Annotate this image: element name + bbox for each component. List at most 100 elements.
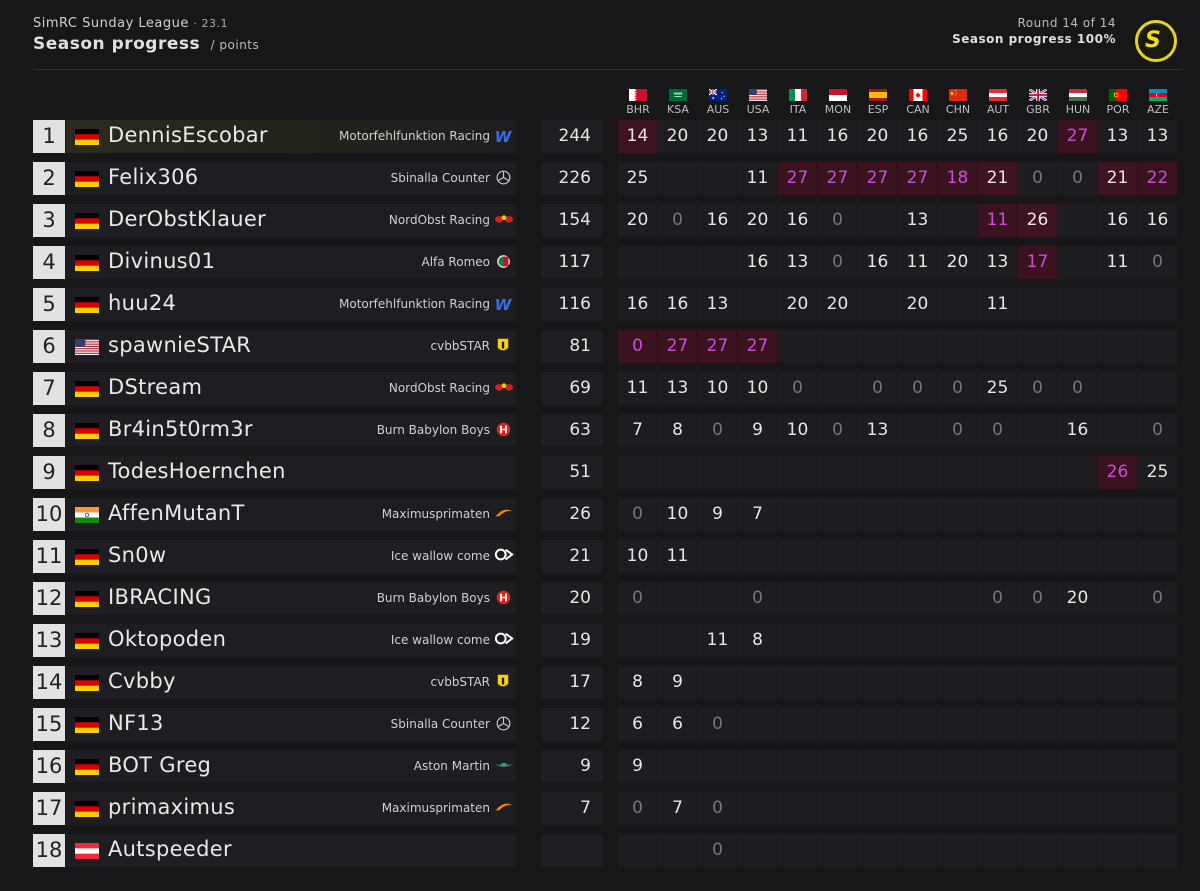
driver-name[interactable]: DennisEscobar	[108, 123, 268, 147]
driver-name[interactable]: TodesHoernchen	[108, 459, 286, 483]
table-row[interactable]: 18 Autspeeder 0	[0, 832, 1200, 870]
team-mclaren-icon	[494, 800, 513, 818]
race-points-cell: 11	[738, 162, 777, 195]
driver-name[interactable]: huu24	[108, 291, 177, 315]
race-points-cell	[898, 750, 937, 783]
team-mercedes-icon	[494, 716, 512, 734]
flag-ita-icon	[789, 86, 807, 101]
table-row[interactable]: 3 DerObstKlauer NordObst Racing 154 20 0 16 20 1…	[0, 202, 1200, 240]
total-points: 81	[569, 336, 591, 356]
race-points-cell	[898, 414, 937, 447]
race-points-cell: 9	[738, 414, 777, 447]
driver-name[interactable]: DerObstKlauer	[108, 207, 266, 231]
race-points-cell	[898, 456, 937, 489]
race-points-cell: 22	[1138, 162, 1177, 195]
total-points: 51	[569, 462, 591, 482]
table-row[interactable]: 7 DStream NordObst Racing 69 11 13 10 10 0 0 0 0 25 0…	[0, 370, 1200, 408]
race-points-cell	[1138, 666, 1177, 699]
driver-name[interactable]: DStream	[108, 375, 203, 399]
position-badge: 5	[33, 288, 65, 321]
flag-ind-icon	[75, 507, 99, 523]
race-points-cell	[938, 582, 977, 615]
table-row[interactable]: 1 DennisEscobar Motorfehlfunktion Racing W 2…	[0, 118, 1200, 156]
race-points-cell	[1018, 750, 1057, 783]
race-points-cell: 16	[698, 204, 737, 237]
flag-ger-icon	[75, 759, 99, 775]
team-name: Ice wallow come	[390, 633, 490, 647]
race-points-cell	[858, 540, 897, 573]
race-points-cell: 0	[1138, 582, 1177, 615]
race-points-cell: 20	[898, 288, 937, 321]
table-row[interactable]: 5 huu24 Motorfehlfunktion Racing W 116 16 16 13…	[0, 286, 1200, 324]
table-row[interactable]: 13 Oktopoden Ice wallow come 19 11 8	[0, 622, 1200, 660]
table-row[interactable]: 10 AffenMutanT Maximusprimaten 26 0 10 9 7	[0, 496, 1200, 534]
driver-name[interactable]: AffenMutanT	[108, 501, 245, 525]
row-background	[66, 708, 516, 741]
race-points-cell	[1098, 708, 1137, 741]
race-points-cell: 20	[618, 204, 657, 237]
race-points-cell	[1138, 834, 1177, 867]
team-name: NordObst Racing	[388, 213, 490, 227]
driver-name[interactable]: IBRACING	[108, 585, 212, 609]
race-points-cell: 0	[938, 372, 977, 405]
race-points-cell: 16	[818, 120, 857, 153]
flag-aut-icon	[989, 86, 1007, 101]
table-row[interactable]: 16 BOT Greg Aston Martin 9 9	[0, 748, 1200, 786]
table-row[interactable]: 15 NF13 Sbinalla Counter 12 6 6 0	[0, 706, 1200, 744]
team-williams-icon: W	[494, 296, 512, 314]
race-code: CHN	[945, 103, 971, 116]
race-points-cell: 13	[1098, 120, 1137, 153]
race-points-cell: 27	[658, 330, 697, 363]
driver-name[interactable]: primaximus	[108, 795, 236, 819]
driver-name[interactable]: Felix306	[108, 165, 199, 189]
row-background	[66, 330, 516, 363]
table-row[interactable]: 9 TodesHoernchen 51 26 25	[0, 454, 1200, 492]
race-header-mon: MON	[818, 86, 858, 116]
driver-name[interactable]: Cvbby	[108, 669, 176, 693]
race-points-cell: 26	[1098, 456, 1137, 489]
driver-name[interactable]: Autspeeder	[108, 837, 232, 861]
race-header-por: POR	[1098, 86, 1138, 116]
table-row[interactable]: 17 primaximus Maximusprimaten 7 0 7 0	[0, 790, 1200, 828]
team-alpha-icon	[494, 548, 514, 566]
race-points-cell	[738, 708, 777, 741]
table-row[interactable]: 8 Br4in5t0rm3r Burn Babylon Boys 63 7 8 0 9 10 0 1…	[0, 412, 1200, 450]
race-points-cell	[738, 456, 777, 489]
table-row[interactable]: 6 spawnieSTAR cvbbSTAR 81 0 27 27 27	[0, 328, 1200, 366]
team-haas-icon	[494, 590, 512, 608]
total-points: 26	[569, 504, 591, 524]
table-row[interactable]: 14 Cvbby cvbbSTAR 17 8 9	[0, 664, 1200, 702]
driver-name[interactable]: Divinus01	[108, 249, 216, 273]
race-points-cell: 16	[778, 204, 817, 237]
total-points: 117	[558, 252, 591, 272]
driver-name[interactable]: NF13	[108, 711, 164, 735]
driver-name[interactable]: Oktopoden	[108, 627, 227, 651]
table-row[interactable]: 12 IBRACING Burn Babylon Boys 20 0 0 0 0 20 0	[0, 580, 1200, 618]
driver-name[interactable]: spawnieSTAR	[108, 333, 252, 357]
race-points-cell	[818, 330, 857, 363]
race-code: POR	[1106, 103, 1130, 116]
team-ferrari-icon	[494, 338, 512, 356]
total-cell-bg	[541, 120, 603, 153]
header-divider	[33, 69, 1183, 70]
row-background	[66, 120, 516, 153]
total-cell-bg	[541, 456, 603, 489]
table-row[interactable]: 11 Sn0w Ice wallow come 21 10 11	[0, 538, 1200, 576]
driver-name[interactable]: Sn0w	[108, 543, 167, 567]
table-row[interactable]: 2 Felix306 Sbinalla Counter 226 25 11 27 27 27 27…	[0, 160, 1200, 198]
race-points-cell: 13	[698, 288, 737, 321]
flag-ger-icon	[75, 129, 99, 145]
position-badge: 18	[33, 834, 65, 867]
race-points-cell: 0	[818, 204, 857, 237]
page-title: Season progress / points	[33, 34, 259, 54]
race-points-cell: 20	[658, 120, 697, 153]
total-points: 69	[569, 378, 591, 398]
table-row[interactable]: 4 Divinus01 Alfa Romeo 117 16 13 0 16 11 20 13 17 11…	[0, 244, 1200, 282]
driver-name[interactable]: Br4in5t0rm3r	[108, 417, 253, 441]
race-points-cell	[938, 624, 977, 657]
race-points-cell	[1098, 540, 1137, 573]
race-points-cell	[778, 750, 817, 783]
driver-name[interactable]: BOT Greg	[108, 753, 212, 777]
flag-aut-icon	[75, 843, 99, 859]
race-points-cell	[1058, 750, 1097, 783]
